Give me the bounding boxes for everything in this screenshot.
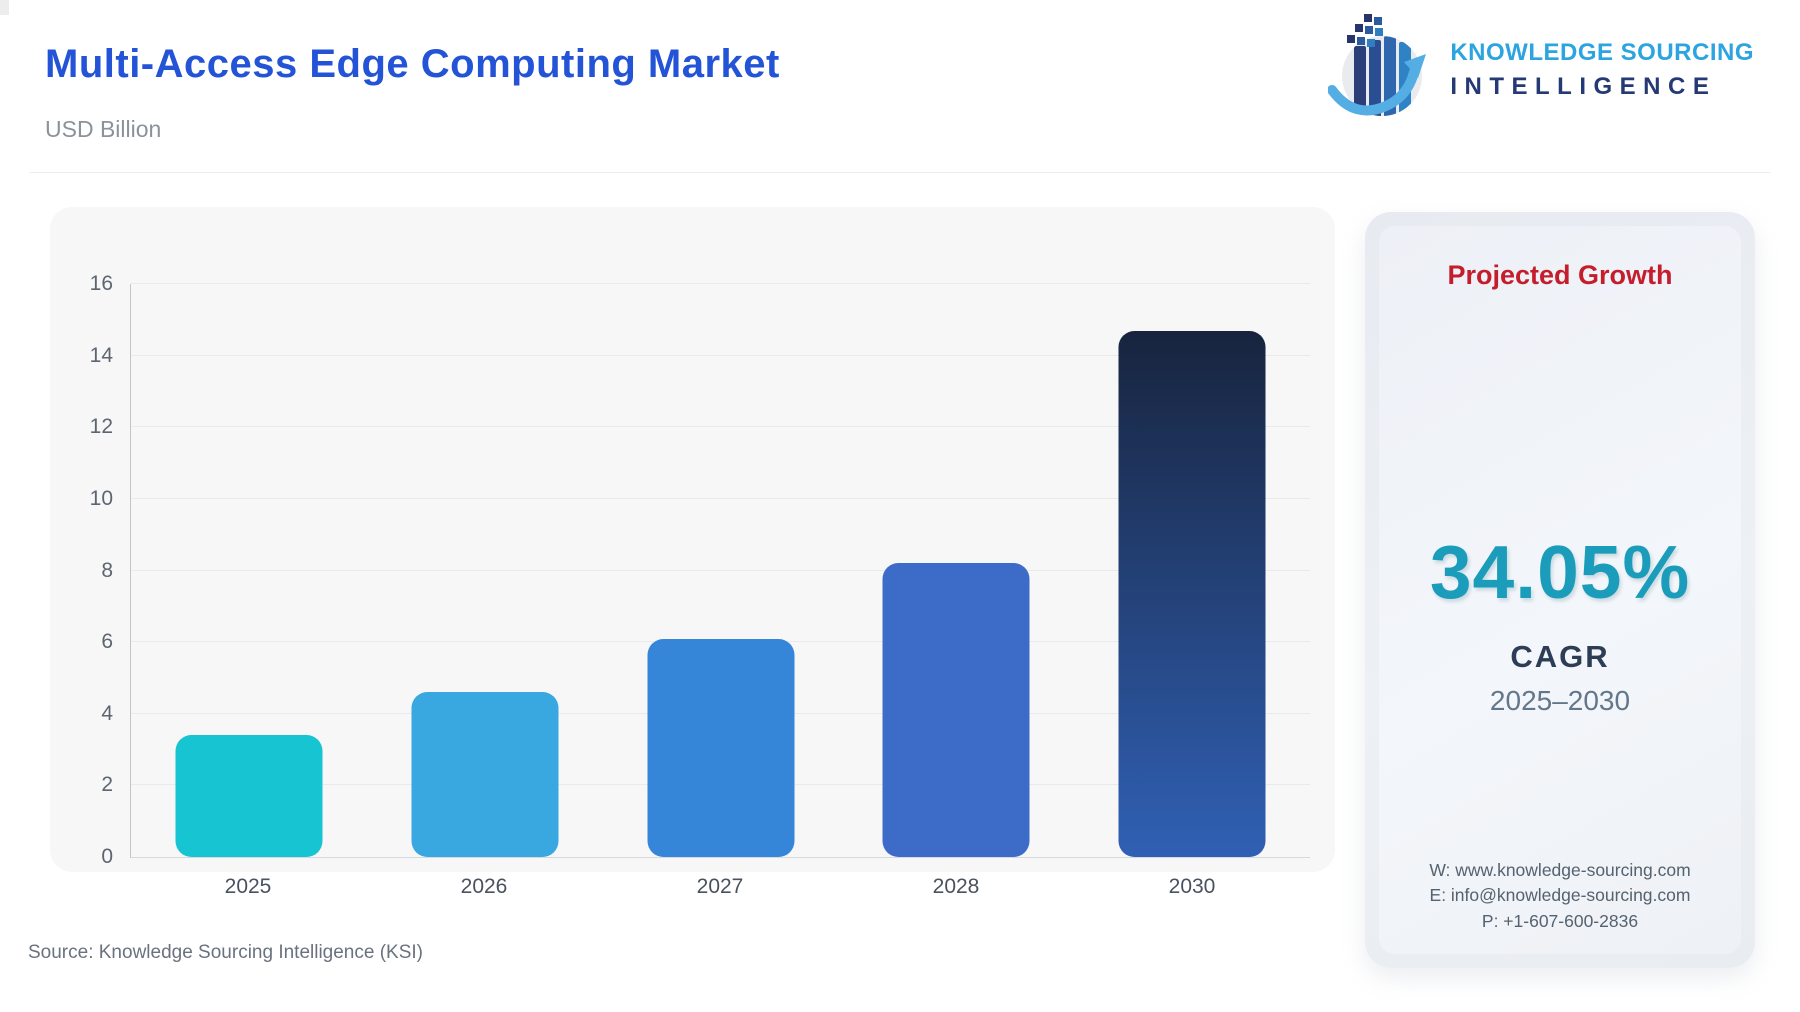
y-tick-0: 0	[101, 845, 113, 868]
header-divider	[30, 172, 1770, 173]
x-label-2028: 2028	[932, 875, 980, 898]
bar-2028	[882, 563, 1030, 857]
projected-growth-card: Projected Growth 34.05% CAGR 2025–2030 W…	[1365, 212, 1755, 968]
page-subtitle: USD Billion	[45, 116, 162, 142]
bar-chart: 0 2 4 6 8 10 12 14 16 2025 2026 2027 2028 2030	[50, 207, 1335, 913]
x-label-2030: 2030	[1168, 875, 1216, 898]
bar-2030	[1118, 330, 1266, 857]
x-label-2026: 2026	[460, 875, 508, 898]
contact-block: W: www.knowledge-sourcing.com E: info@kn…	[1429, 858, 1690, 934]
y-tick-8: 8	[101, 558, 113, 582]
growth-heading: Projected Growth	[1447, 260, 1673, 290]
y-tick-4: 4	[101, 701, 113, 725]
cagr-period: 2025–2030	[1489, 685, 1631, 716]
logo-line1: KNOWLEDGE SOURCING	[1450, 38, 1754, 66]
x-axis-labels: 2025 2026 2027 2028 2030	[130, 875, 1310, 909]
x-label-2027: 2027	[696, 875, 744, 898]
contact-website: W: www.knowledge-sourcing.com	[1429, 859, 1691, 880]
x-label-2025: 2025	[224, 875, 272, 898]
gridline-14	[131, 354, 1310, 356]
y-tick-2: 2	[101, 773, 113, 797]
y-tick-12: 12	[89, 415, 113, 439]
cagr-value: 34.05%	[1429, 530, 1691, 614]
logo-pixel-squares	[1347, 14, 1384, 47]
gridline-12	[131, 426, 1310, 428]
bar-2027	[647, 638, 794, 857]
bar-2025	[175, 735, 323, 857]
company-logo: KNOWLEDGE SOURCING INTELLIGENCE	[1327, 14, 1754, 125]
projected-growth-card-inner: Projected Growth 34.05% CAGR 2025–2030 W…	[1379, 226, 1741, 954]
logo-text: KNOWLEDGE SOURCING INTELLIGENCE	[1450, 39, 1754, 101]
y-tick-6: 6	[101, 630, 113, 654]
y-tick-16: 16	[89, 272, 113, 295]
gridline-8	[131, 569, 1310, 571]
y-tick-14: 14	[89, 343, 113, 367]
gridline-10	[131, 497, 1310, 499]
contact-phone: P: +1-607-600-2836	[1481, 910, 1639, 931]
source-note: Source: Knowledge Sourcing Intelligence …	[28, 942, 424, 963]
page-title: Multi-Access Edge Computing Market	[45, 42, 780, 86]
logo-globe-chart-icon	[1327, 14, 1436, 125]
corner-artifact	[0, 0, 9, 15]
gridline-16	[131, 283, 1310, 284]
bar-2026	[411, 692, 559, 857]
plot-area: 0 2 4 6 8 10 12 14 16	[90, 272, 1310, 868]
logo-line2: INTELLIGENCE	[1450, 72, 1717, 100]
contact-email: E: info@knowledge-sourcing.com	[1429, 885, 1691, 906]
y-tick-10: 10	[89, 486, 113, 510]
cagr-label: CAGR	[1510, 639, 1610, 674]
